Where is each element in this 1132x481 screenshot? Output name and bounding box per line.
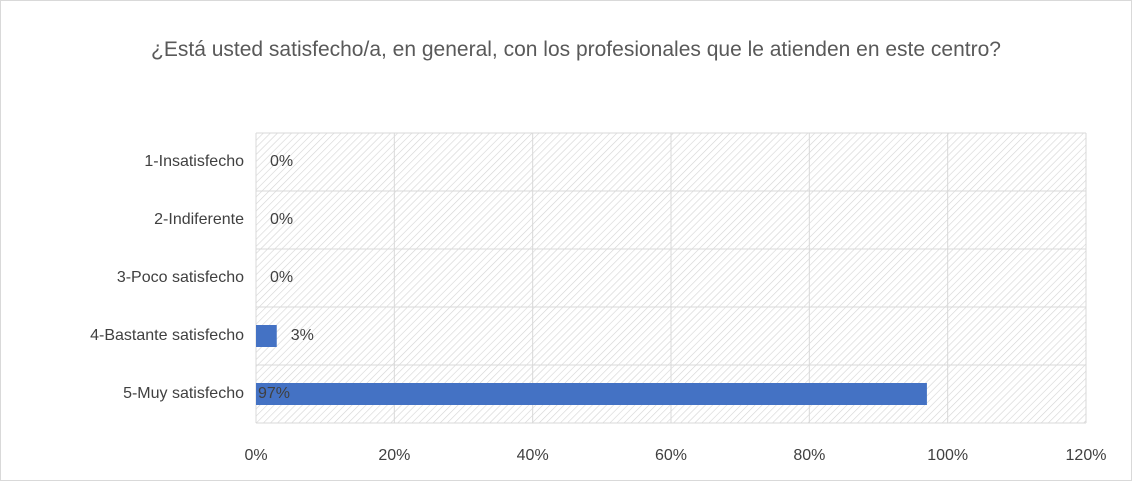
y-tick-label: 3-Poco satisfecho <box>117 269 244 286</box>
data-label: 0% <box>270 211 293 228</box>
data-label: 97% <box>258 385 290 402</box>
y-tick-label: 5-Muy satisfecho <box>123 385 244 402</box>
x-tick-label: 40% <box>517 447 549 464</box>
y-tick-label: 4-Bastante satisfecho <box>90 327 244 344</box>
bar <box>256 383 927 405</box>
data-label: 0% <box>270 269 293 286</box>
y-tick-label: 2-Indiferente <box>154 211 244 228</box>
data-label: 3% <box>291 327 314 344</box>
x-tick-label: 100% <box>927 447 968 464</box>
data-label: 0% <box>270 153 293 170</box>
x-tick-label: 0% <box>244 447 267 464</box>
y-tick-label: 1-Insatisfecho <box>144 153 244 170</box>
x-tick-label: 120% <box>1066 447 1107 464</box>
x-tick-label: 20% <box>378 447 410 464</box>
x-tick-label: 60% <box>655 447 687 464</box>
x-tick-label: 80% <box>793 447 825 464</box>
bar <box>256 325 277 347</box>
chart-title: ¿Está usted satisfecho/a, en general, co… <box>151 38 1001 61</box>
